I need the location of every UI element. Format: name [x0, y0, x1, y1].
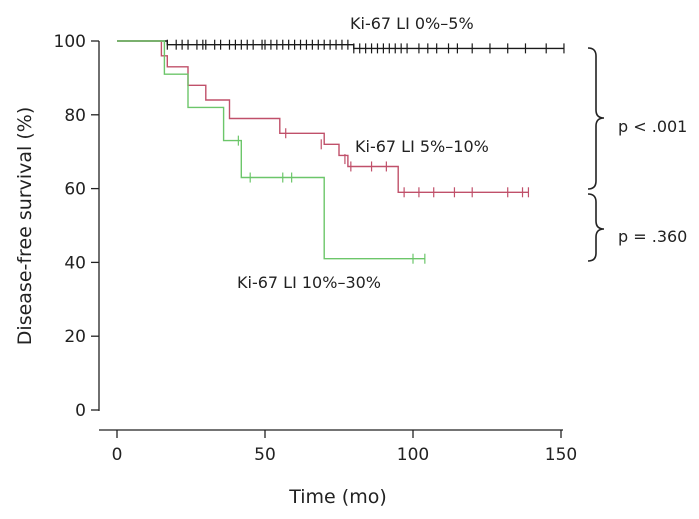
- bracket-bottom: [587, 193, 605, 262]
- x-tick-label: 150: [545, 445, 577, 465]
- bracket-top: [587, 47, 605, 190]
- y-tick-label: 60: [64, 180, 86, 200]
- series-label-mid: Ki-67 LI 5%–10%: [355, 137, 489, 156]
- x-axis-title: Time (mo): [288, 486, 387, 508]
- x-axis-ticks: 0 50 100 150: [112, 430, 577, 465]
- y-tick-label: 100: [54, 32, 86, 52]
- series-label-low: Ki-67 LI 0%–5%: [350, 14, 474, 33]
- y-tick-label: 0: [75, 401, 86, 421]
- x-tick-label: 100: [397, 445, 429, 465]
- y-tick-label: 20: [64, 327, 86, 347]
- y-axis-title: Disease-free survival (%): [14, 107, 36, 345]
- y-axis-ticks: 0 20 40 60 80 100: [54, 32, 99, 421]
- p-value-top: p < .001: [618, 117, 687, 136]
- series-3: [117, 40, 426, 264]
- p-value-bottom: p = .360: [618, 227, 687, 246]
- series-1: [117, 39, 565, 54]
- y-tick-label: 80: [64, 106, 86, 126]
- survival-curve: [117, 40, 425, 260]
- series-2: [117, 40, 530, 198]
- survival-curve: [117, 40, 564, 50]
- series-label-high: Ki-67 LI 10%–30%: [237, 273, 381, 292]
- y-tick-label: 40: [64, 253, 86, 273]
- x-tick-label: 50: [254, 445, 276, 465]
- series-layer: [117, 39, 565, 264]
- survival-curve: [117, 40, 529, 193]
- x-tick-label: 0: [112, 445, 123, 465]
